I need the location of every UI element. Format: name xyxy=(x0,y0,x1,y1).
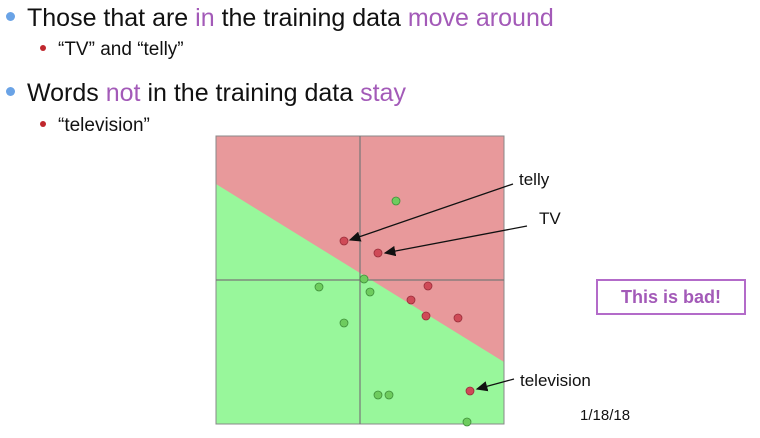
sub-bullet-1-text: “TV” and “telly” xyxy=(58,39,184,60)
green-point xyxy=(373,390,383,400)
slide-date: 1/18/18 xyxy=(580,407,631,424)
sub-bullet-1: “TV” and “telly” xyxy=(40,38,184,62)
red-point xyxy=(453,313,463,323)
green-point xyxy=(462,417,472,427)
label-tv: TV xyxy=(539,209,561,228)
green-points xyxy=(314,196,472,427)
point-telly xyxy=(339,236,349,246)
callout-text: This is bad! xyxy=(620,286,721,307)
red-points xyxy=(339,236,475,396)
bullet-dot xyxy=(6,86,15,96)
green-point xyxy=(365,287,375,297)
bullet-1-highlight-in: in xyxy=(195,4,215,32)
bullet-2: Words not in the training data stay xyxy=(6,78,406,108)
point-tv xyxy=(373,248,383,258)
bullet-1-highlight-move: move around xyxy=(407,4,554,32)
bullet-2-highlight-stay: stay xyxy=(360,79,406,107)
green-point xyxy=(359,274,369,284)
sub-bullet-2-text: “television” xyxy=(58,115,150,136)
label-telly: telly xyxy=(519,170,550,189)
callout-box: This is bad! xyxy=(596,279,746,315)
sub-bullet-dot xyxy=(40,44,46,51)
bullet-dot xyxy=(6,11,15,21)
red-point xyxy=(423,281,433,291)
sub-bullet-2: “television” xyxy=(40,114,150,138)
sub-bullet-dot xyxy=(40,120,46,127)
bullet-1: Those that are in the training data move… xyxy=(6,3,554,33)
green-point xyxy=(384,390,394,400)
bullet-2-text-a: Words xyxy=(27,79,106,107)
red-point xyxy=(421,311,431,321)
green-point xyxy=(339,318,349,328)
green-point xyxy=(391,196,401,206)
bullet-1-text-a: Those that are xyxy=(27,4,196,32)
green-point xyxy=(314,282,324,292)
arrow-telly xyxy=(348,183,514,242)
label-television: television xyxy=(520,371,591,390)
bullet-2-text-b: in the training data xyxy=(140,79,361,107)
arrow-tv xyxy=(383,225,528,257)
bullet-2-highlight-not: not xyxy=(105,79,141,107)
red-point xyxy=(406,295,416,305)
point-television xyxy=(465,386,475,396)
bullet-1-text-b: the training data xyxy=(214,4,408,32)
arrow-television xyxy=(475,378,515,392)
